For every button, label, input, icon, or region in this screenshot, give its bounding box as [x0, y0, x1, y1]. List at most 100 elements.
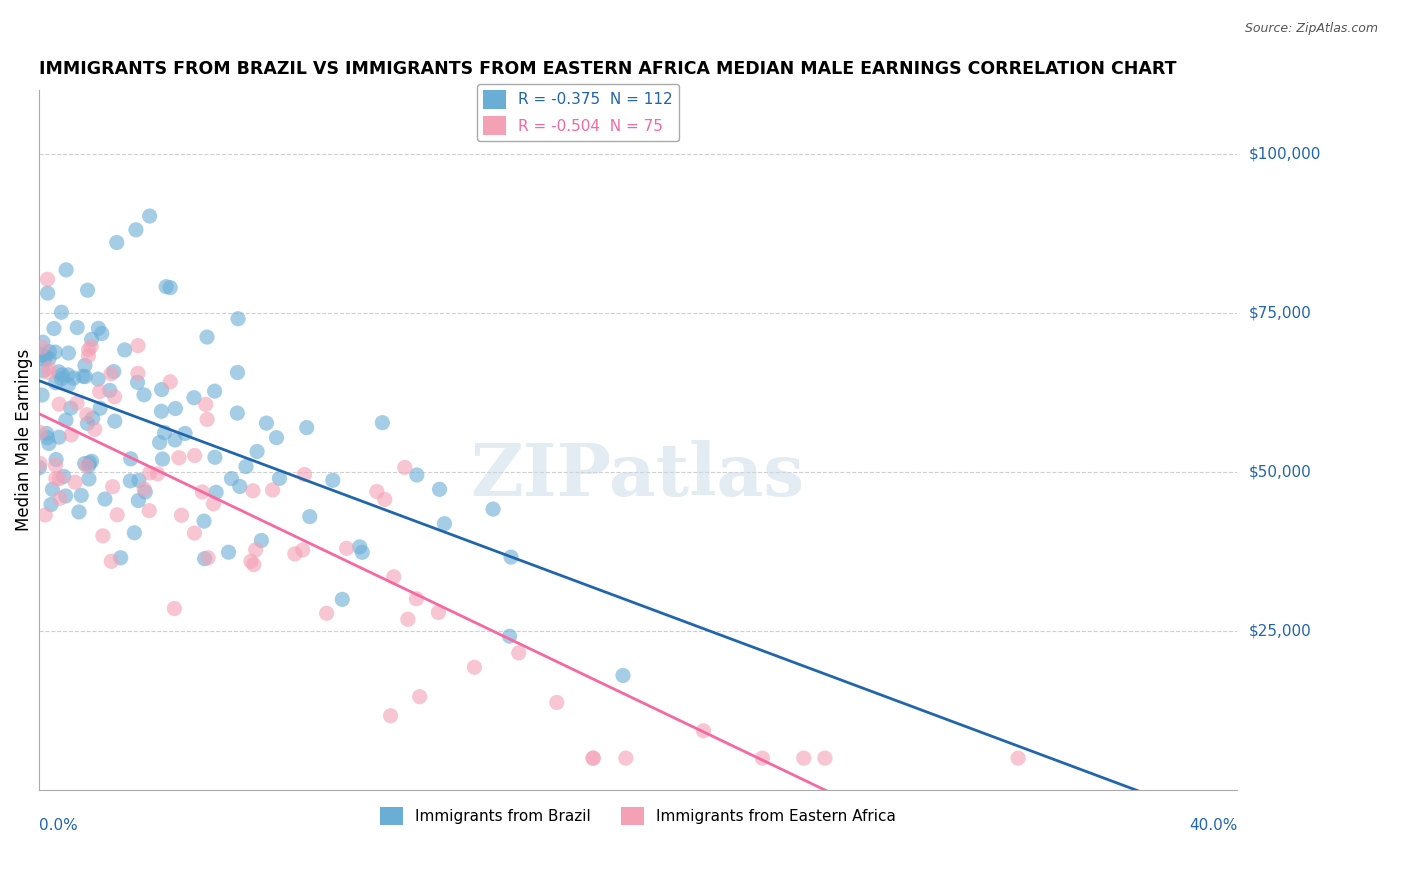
Immigrants from Brazil — [371, 416, 394, 430]
Immigrants from Brazil — [235, 459, 257, 474]
Immigrants from Brazil — [204, 450, 226, 465]
Immigrants from Brazil — [153, 425, 176, 440]
Immigrants from Brazil — [266, 431, 288, 445]
Immigrants from Eastern Africa — [170, 508, 193, 523]
Immigrants from Brazil — [229, 479, 252, 493]
Immigrants from Eastern Africa — [101, 480, 124, 494]
Immigrants from Eastern Africa — [37, 272, 59, 286]
Immigrants from Brazil — [254, 416, 277, 430]
Immigrants from Eastern Africa — [28, 425, 51, 440]
Immigrants from Eastern Africa — [127, 367, 149, 381]
Immigrants from Brazil — [183, 391, 205, 405]
Immigrants from Brazil — [76, 417, 98, 431]
Immigrants from Eastern Africa — [692, 723, 714, 738]
Immigrants from Brazil — [330, 592, 353, 607]
Immigrants from Brazil — [31, 335, 53, 350]
Immigrants from Eastern Africa — [45, 472, 67, 486]
Immigrants from Brazil — [174, 426, 197, 441]
Immigrants from Brazil — [165, 401, 187, 416]
Immigrants from Brazil — [76, 283, 98, 297]
Immigrants from Brazil — [48, 365, 70, 379]
Immigrants from Eastern Africa — [508, 646, 530, 660]
Immigrants from Eastern Africa — [83, 422, 105, 436]
Immigrants from Brazil — [195, 330, 218, 344]
Immigrants from Brazil — [104, 414, 127, 428]
Immigrants from Brazil — [44, 345, 66, 359]
Immigrants from Brazil — [298, 509, 321, 524]
Immigrants from Brazil — [34, 352, 56, 367]
Immigrants from Eastern Africa — [284, 547, 307, 561]
Immigrants from Brazil — [349, 540, 371, 554]
Immigrants from Eastern Africa — [31, 340, 53, 354]
Immigrants from Brazil — [127, 493, 149, 508]
Y-axis label: Median Male Earnings: Median Male Earnings — [15, 349, 32, 532]
Text: IMMIGRANTS FROM BRAZIL VS IMMIGRANTS FROM EASTERN AFRICA MEDIAN MALE EARNINGS CO: IMMIGRANTS FROM BRAZIL VS IMMIGRANTS FRO… — [38, 60, 1175, 78]
Immigrants from Brazil — [226, 311, 249, 326]
Immigrants from Eastern Africa — [380, 708, 402, 723]
Immigrants from Eastern Africa — [138, 503, 160, 517]
Immigrants from Brazil — [322, 473, 344, 487]
Immigrants from Eastern Africa — [582, 751, 605, 765]
Immigrants from Brazil — [159, 280, 181, 294]
Immigrants from Eastern Africa — [239, 554, 262, 568]
Immigrants from Brazil — [38, 436, 60, 450]
Immigrants from Eastern Africa — [91, 529, 114, 543]
Immigrants from Eastern Africa — [294, 467, 316, 482]
Immigrants from Brazil — [150, 404, 173, 418]
Immigrants from Eastern Africa — [242, 558, 264, 572]
Immigrants from Brazil — [77, 472, 100, 486]
Immigrants from Eastern Africa — [159, 375, 181, 389]
Immigrants from Brazil — [52, 469, 75, 483]
Immigrants from Brazil — [51, 305, 73, 319]
Immigrants from Eastern Africa — [34, 508, 56, 522]
Immigrants from Brazil — [499, 550, 522, 565]
Immigrants from Brazil — [482, 502, 505, 516]
Immigrants from Eastern Africa — [1007, 751, 1029, 765]
Immigrants from Brazil — [67, 505, 90, 519]
Immigrants from Eastern Africa — [582, 751, 605, 765]
Immigrants from Eastern Africa — [77, 349, 100, 363]
Immigrants from Eastern Africa — [614, 751, 637, 765]
Immigrants from Eastern Africa — [197, 550, 219, 565]
Legend: Immigrants from Brazil, Immigrants from Eastern Africa: Immigrants from Brazil, Immigrants from … — [374, 800, 903, 831]
Immigrants from Eastern Africa — [146, 467, 169, 481]
Immigrants from Eastern Africa — [427, 606, 450, 620]
Immigrants from Eastern Africa — [336, 541, 359, 556]
Immigrants from Eastern Africa — [463, 660, 485, 674]
Immigrants from Brazil — [32, 364, 55, 378]
Immigrants from Eastern Africa — [366, 484, 388, 499]
Immigrants from Brazil — [28, 460, 51, 475]
Immigrants from Brazil — [51, 368, 73, 382]
Immigrants from Brazil — [45, 376, 67, 390]
Immigrants from Eastern Africa — [63, 475, 86, 490]
Immigrants from Eastern Africa — [546, 695, 568, 709]
Immigrants from Brazil — [72, 369, 94, 384]
Immigrants from Brazil — [79, 456, 101, 470]
Immigrants from Brazil — [82, 411, 104, 425]
Text: $100,000: $100,000 — [1249, 146, 1320, 161]
Immigrants from Eastern Africa — [38, 361, 60, 376]
Immigrants from Eastern Africa — [195, 412, 218, 426]
Immigrants from Brazil — [75, 369, 97, 384]
Immigrants from Brazil — [31, 388, 53, 402]
Immigrants from Brazil — [218, 545, 240, 559]
Immigrants from Brazil — [352, 545, 374, 559]
Immigrants from Brazil — [37, 431, 59, 445]
Immigrants from Brazil — [138, 209, 160, 223]
Immigrants from Eastern Africa — [139, 466, 162, 480]
Immigrants from Brazil — [128, 473, 150, 487]
Immigrants from Eastern Africa — [127, 338, 149, 352]
Immigrants from Brazil — [132, 388, 155, 402]
Immigrants from Eastern Africa — [183, 526, 205, 541]
Immigrants from Brazil — [73, 457, 96, 471]
Immigrants from Brazil — [58, 346, 80, 360]
Immigrants from Eastern Africa — [49, 491, 72, 506]
Immigrants from Brazil — [110, 550, 132, 565]
Immigrants from Brazil — [120, 474, 142, 488]
Immigrants from Eastern Africa — [183, 449, 205, 463]
Immigrants from Eastern Africa — [76, 408, 98, 422]
Immigrants from Brazil — [38, 351, 60, 366]
Immigrants from Brazil — [125, 223, 148, 237]
Immigrants from Brazil — [87, 321, 110, 335]
Immigrants from Eastern Africa — [405, 591, 427, 606]
